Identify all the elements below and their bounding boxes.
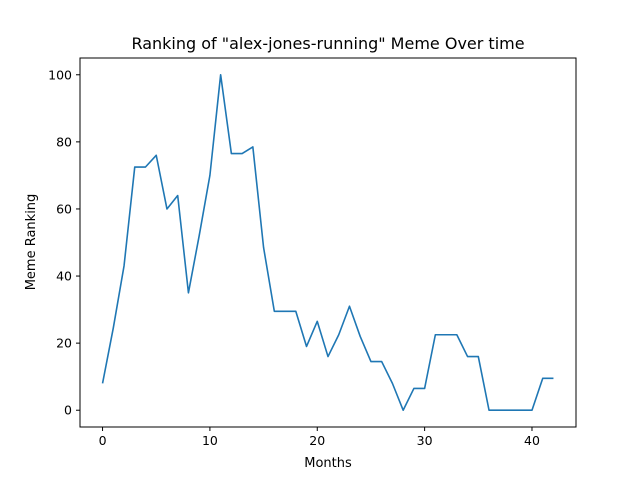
plot-layer: [101, 73, 554, 412]
y-tick-label: 60: [56, 201, 72, 216]
x-axis-label: Months: [304, 456, 352, 471]
chart-title: Ranking of "alex-jones-running" Meme Ove…: [131, 34, 524, 53]
y-axis-label: Meme Ranking: [24, 194, 39, 291]
x-tick-label: 20: [309, 433, 325, 448]
x-tick-label: 10: [202, 433, 218, 448]
y-tick-label: 0: [64, 403, 72, 418]
y-tick-label: 100: [48, 67, 72, 82]
y-tick-label: 20: [56, 336, 72, 351]
ticks-layer: 0 10 20 30 40 0 20 40 60 80 100: [48, 67, 540, 448]
y-tick-label: 40: [56, 269, 72, 284]
x-tick-label: 40: [524, 433, 540, 448]
y-tick-label: 80: [56, 134, 72, 149]
plot-area-frame: [79, 57, 577, 428]
series-line-0: [101, 73, 554, 412]
x-tick-label: 0: [99, 433, 107, 448]
x-tick-label: 30: [417, 433, 433, 448]
